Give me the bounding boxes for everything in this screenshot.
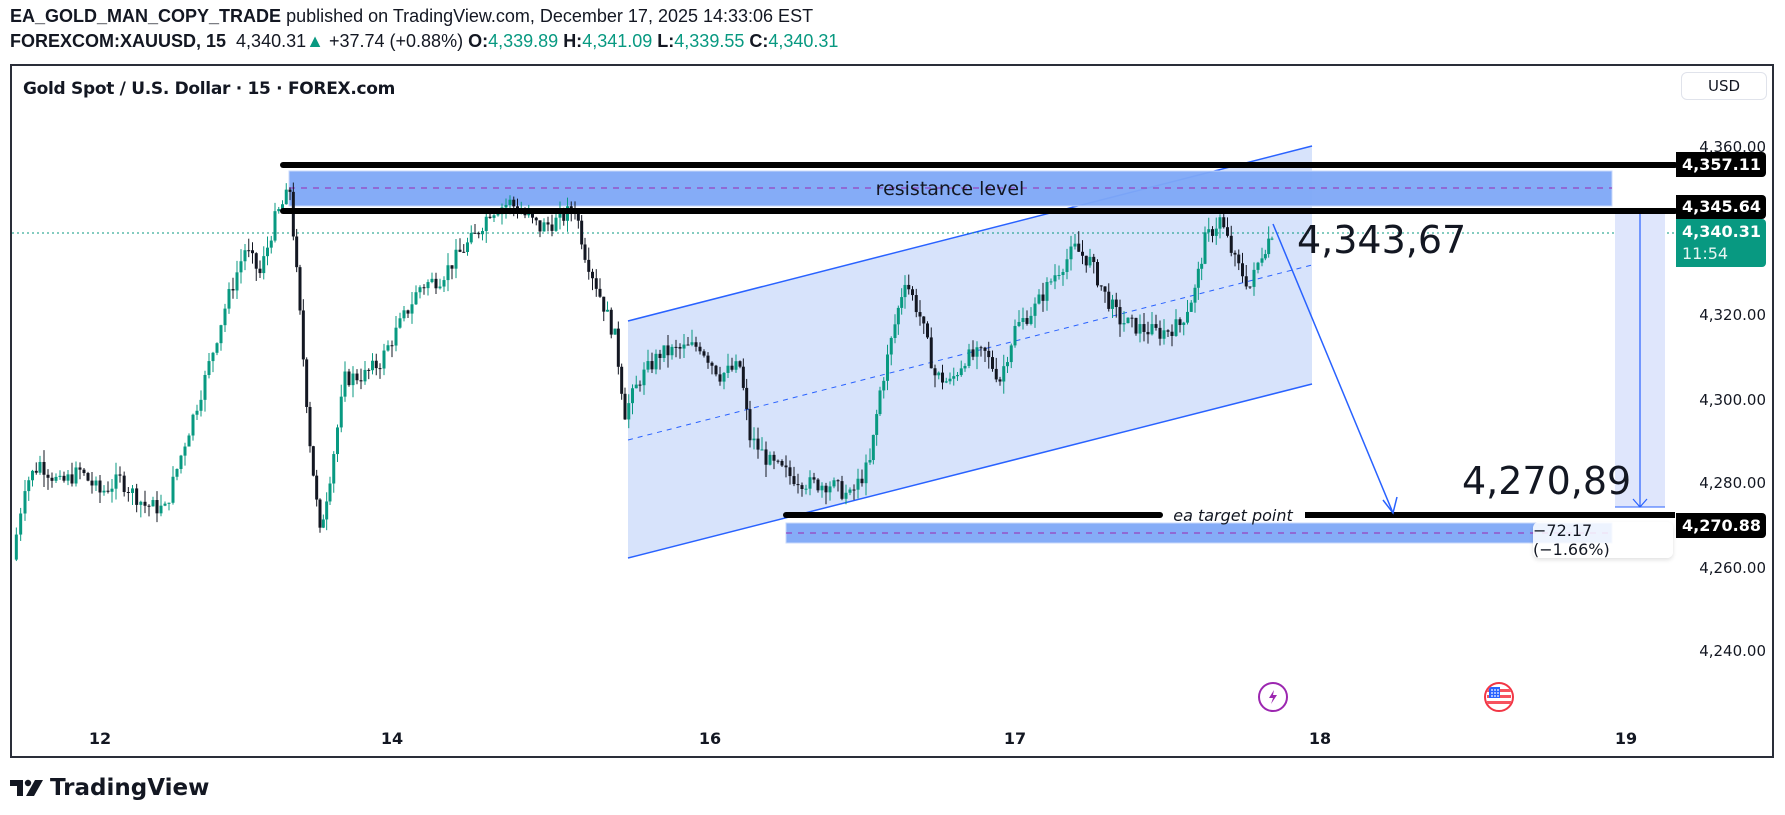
open-label: O: — [468, 31, 489, 51]
low-label: L: — [657, 31, 675, 51]
low-value: 4,339.55 — [674, 31, 745, 51]
time-axis-label: 19 — [1614, 729, 1638, 748]
publish-header: EA_GOLD_MAN_COPY_TRADE published on Trad… — [10, 6, 813, 27]
high-value: 4,341.09 — [582, 31, 653, 51]
symbol-header: FOREXCOM:XAUUSD, 15 4,340.31▲ +37.74 (+0… — [10, 31, 838, 52]
arrow-head-icon — [1382, 496, 1398, 515]
open-value: 4,339.89 — [488, 31, 559, 51]
brand-name: TradingView — [50, 775, 210, 801]
current-price-value: 4,340.31 — [1682, 222, 1761, 241]
resistance-label: resistance level — [876, 178, 1025, 200]
us-flag-event-icon[interactable] — [1484, 682, 1514, 712]
last-price: 4,340.31 — [236, 31, 307, 51]
lightning-event-icon[interactable] — [1258, 682, 1288, 712]
chart-frame[interactable] — [10, 64, 1774, 758]
measure-label: −72.17 (−1.66%) — [1533, 521, 1673, 559]
bar-countdown: 11:54 — [1682, 244, 1729, 263]
time-axis-label: 17 — [1003, 729, 1027, 748]
price-tag-current: 4,340.31 11:54 — [1676, 219, 1766, 267]
price-change: +37.74 (+0.88%) — [328, 31, 464, 51]
price-tag-resistance-bottom: 4,345.64 — [1676, 195, 1766, 219]
tradingview-logo[interactable]: TradingView — [10, 775, 209, 801]
time-axis-label: 12 — [88, 729, 112, 748]
price-axis-label: 4,240.00 — [1699, 642, 1766, 660]
price-axis-label: 4,300.00 — [1699, 391, 1766, 409]
price-tag-target: 4,270.88 — [1676, 513, 1766, 538]
symbol-name: FOREXCOM:XAUUSD, 15 — [10, 31, 227, 51]
projection-arrow[interactable] — [1272, 223, 1394, 514]
price-axis-label: 4,260.00 — [1699, 559, 1766, 577]
candlestick-series — [14, 182, 1274, 562]
author-name[interactable]: EA_GOLD_MAN_COPY_TRADE — [10, 6, 282, 26]
price-axis-label: 4,320.00 — [1699, 306, 1766, 324]
time-axis-label: 14 — [380, 729, 404, 748]
price-axis-label: 4,280.00 — [1699, 474, 1766, 492]
price-tag-resistance-top: 4,357.11 — [1676, 152, 1766, 177]
time-axis-label: 18 — [1308, 729, 1332, 748]
entry-price-annotation: 4,343,67 — [1297, 218, 1467, 262]
channel-lower-line[interactable] — [627, 383, 1313, 559]
time-axis-label: 16 — [698, 729, 722, 748]
price-axis-label: 4,360.00 — [1699, 138, 1766, 156]
close-value: 4,340.31 — [768, 31, 839, 51]
up-arrow-icon: ▲ — [306, 31, 324, 51]
chart-title: Gold Spot / U.S. Dollar · 15 · FOREX.com — [23, 79, 396, 99]
high-label: H: — [563, 31, 583, 51]
tradingview-logo-icon — [10, 779, 43, 796]
target-price-annotation: 4,270,89 — [1462, 459, 1632, 503]
currency-button[interactable]: USD — [1681, 72, 1767, 100]
publish-info: published on TradingView.com, December 1… — [286, 6, 814, 26]
close-label: C: — [749, 31, 769, 51]
target-label: ea target point — [1173, 506, 1293, 525]
